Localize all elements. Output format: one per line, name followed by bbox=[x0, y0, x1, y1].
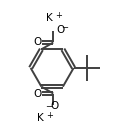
Text: +: + bbox=[55, 11, 62, 20]
Text: O: O bbox=[33, 38, 41, 48]
Text: O: O bbox=[33, 89, 41, 99]
Text: O: O bbox=[50, 101, 58, 111]
Text: +: + bbox=[46, 111, 53, 120]
Text: O: O bbox=[56, 25, 64, 35]
Text: −: − bbox=[61, 23, 68, 32]
Text: K: K bbox=[37, 113, 44, 123]
Text: −: − bbox=[45, 102, 52, 111]
Text: K: K bbox=[46, 13, 52, 23]
